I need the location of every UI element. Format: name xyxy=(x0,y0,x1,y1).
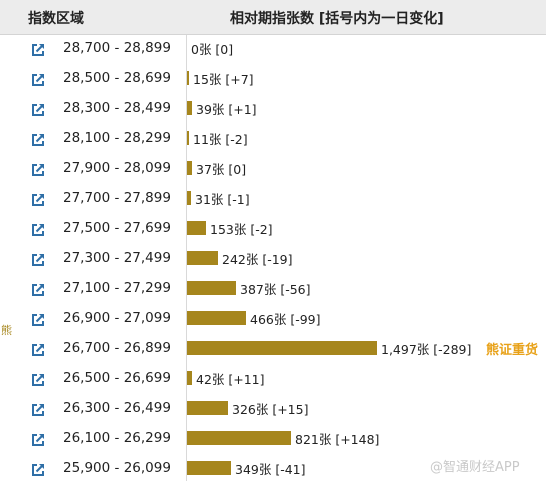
index-range-label: 26,900 - 27,099 xyxy=(63,310,171,326)
index-range-label: 28,700 - 28,899 xyxy=(63,40,171,56)
contracts-bar xyxy=(187,101,192,115)
bar-value-label: 821张 [+148] xyxy=(295,432,380,447)
index-range-label: 28,500 - 28,699 xyxy=(63,70,171,86)
contracts-bar xyxy=(187,281,236,295)
contracts-bar xyxy=(187,461,231,475)
bar-value-label: 387张 [-56] xyxy=(240,282,311,297)
external-link-icon[interactable] xyxy=(31,222,45,236)
contracts-bar xyxy=(187,431,291,445)
external-link-icon[interactable] xyxy=(31,282,45,296)
watermark: @智通财经APP xyxy=(430,460,520,475)
bar-value-label: 326张 [+15] xyxy=(232,402,309,417)
bar-value-label: 466张 [-99] xyxy=(250,312,321,327)
bar-value-label: 153张 [-2] xyxy=(210,222,273,237)
contracts-bar xyxy=(187,341,377,355)
index-range-label: 26,500 - 26,699 xyxy=(63,370,171,386)
index-range-label: 27,100 - 27,299 xyxy=(63,280,171,296)
bar-annotation: 熊证重货 xyxy=(485,343,538,358)
table-row: 27,300 - 27,499 242张 [-19] xyxy=(0,245,546,275)
table-header: 指数区域 相对期指张数 [括号内为一日变化] xyxy=(0,0,546,35)
index-range-label: 26,100 - 26,299 xyxy=(63,430,171,446)
table-row: 28,100 - 28,299 11张 [-2] xyxy=(0,125,546,155)
bar-value-label: 31张 [-1] xyxy=(195,192,250,207)
table-row: 25,900 - 26,099 349张 [-41] xyxy=(0,455,546,485)
contracts-bar xyxy=(187,191,191,205)
contracts-bar xyxy=(187,251,218,265)
external-link-icon[interactable] xyxy=(31,132,45,146)
table-row: 28,500 - 28,699 15张 [+7] xyxy=(0,65,546,95)
index-range-label: 26,700 - 26,899 xyxy=(63,340,171,356)
contracts-bar xyxy=(187,371,192,385)
external-link-icon[interactable] xyxy=(31,462,45,476)
contracts-bar xyxy=(187,311,246,325)
contracts-column-header: 相对期指张数 [括号内为一日变化] xyxy=(230,11,444,27)
bear-side-label: 熊 xyxy=(1,324,12,337)
contracts-bar xyxy=(187,221,206,235)
index-range-label: 28,100 - 28,299 xyxy=(63,130,171,146)
external-link-icon[interactable] xyxy=(31,312,45,326)
table-row: 26,700 - 26,899 1,497张 [-289] 熊证重货 xyxy=(0,335,546,365)
index-range-label: 27,900 - 28,099 xyxy=(63,160,171,176)
contracts-bar xyxy=(187,71,189,85)
table-row: 26,300 - 26,499 326张 [+15] xyxy=(0,395,546,425)
bar-value-label: 0张 [0] xyxy=(191,42,234,57)
index-range-label: 27,300 - 27,499 xyxy=(63,250,171,266)
contracts-bar xyxy=(187,131,189,145)
external-link-icon[interactable] xyxy=(31,102,45,116)
external-link-icon[interactable] xyxy=(31,342,45,356)
bar-value-label: 37张 [0] xyxy=(196,162,247,177)
contracts-bar xyxy=(187,401,228,415)
bar-value-label: 42张 [+11] xyxy=(196,372,265,387)
table-row: 28,700 - 28,899 0张 [0] xyxy=(0,35,546,65)
external-link-icon[interactable] xyxy=(31,192,45,206)
table-row: 27,900 - 28,099 37张 [0] xyxy=(0,155,546,185)
external-link-icon[interactable] xyxy=(31,402,45,416)
bar-value-label: 242张 [-19] xyxy=(222,252,293,267)
external-link-icon[interactable] xyxy=(31,162,45,176)
external-link-icon[interactable] xyxy=(31,42,45,56)
external-link-icon[interactable] xyxy=(31,432,45,446)
bar-axis-line xyxy=(186,35,187,481)
bar-value-label: 349张 [-41] xyxy=(235,462,306,477)
table-row: 27,100 - 27,299 387张 [-56] xyxy=(0,275,546,305)
external-link-icon[interactable] xyxy=(31,372,45,386)
table-row: 26,500 - 26,699 42张 [+11] xyxy=(0,365,546,395)
index-range-label: 25,900 - 26,099 xyxy=(63,460,171,476)
external-link-icon[interactable] xyxy=(31,72,45,86)
index-range-label: 27,700 - 27,899 xyxy=(63,190,171,206)
bar-value-label: 11张 [-2] xyxy=(193,132,248,147)
index-range-label: 28,300 - 28,499 xyxy=(63,100,171,116)
table-row: 27,700 - 27,899 31张 [-1] xyxy=(0,185,546,215)
contracts-bar xyxy=(187,161,192,175)
index-range-label: 27,500 - 27,699 xyxy=(63,220,171,236)
bar-value-label: 39张 [+1] xyxy=(196,102,257,117)
bar-value-label: 1,497张 [-289] xyxy=(381,342,472,357)
table-row: 28,300 - 28,499 39张 [+1] xyxy=(0,95,546,125)
table-row: 27,500 - 27,699 153张 [-2] xyxy=(0,215,546,245)
bar-value-label: 15张 [+7] xyxy=(193,72,254,87)
range-column-header: 指数区域 xyxy=(28,11,84,27)
index-range-label: 26,300 - 26,499 xyxy=(63,400,171,416)
table-row: 26,100 - 26,299 821张 [+148] xyxy=(0,425,546,455)
table-row: 26,900 - 27,099 466张 [-99] xyxy=(0,305,546,335)
external-link-icon[interactable] xyxy=(31,252,45,266)
